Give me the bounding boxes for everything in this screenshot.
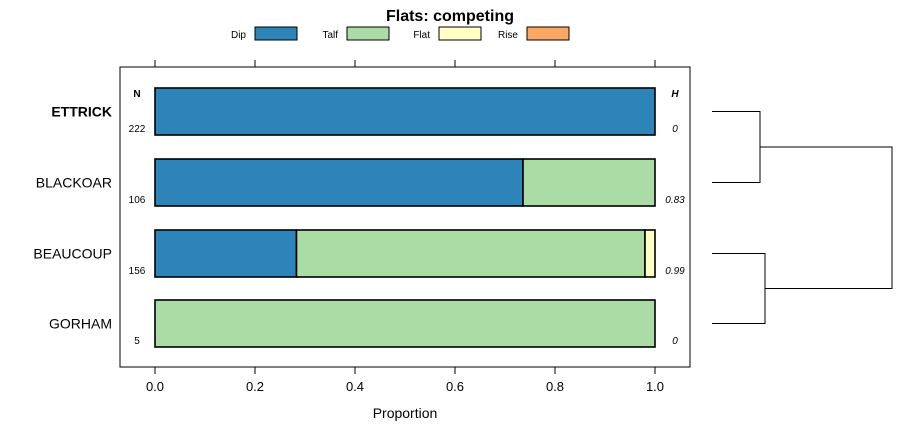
legend: Dip Talf Flat Rise (231, 26, 570, 41)
dendrogram-link-1 (712, 111, 761, 183)
row-label-beaucoup: BEAUCOUP (33, 246, 112, 262)
n-value-ettrick: 222 (129, 124, 146, 135)
row-labels: ETTRICK 222 0 BLACKOAR 106 0.83 BEAUCOUP 156 0.9… (33, 104, 685, 348)
bar-beaucoup-talf (295, 229, 646, 278)
legend-swatch-flat (438, 26, 482, 41)
legend-label-talf: Talf (322, 30, 338, 41)
x-axis: 0.0 0.2 0.4 0.6 0.8 1.0 (146, 60, 664, 394)
n-value-beaucoup: 156 (129, 266, 146, 277)
row-label-gorham: GORHAM (49, 316, 112, 332)
legend-label-dip: Dip (231, 30, 246, 41)
bar-ettrick-dip (154, 87, 656, 136)
dendrogram-link-root (760, 146, 893, 289)
h-value-beaucoup: 0.99 (665, 266, 685, 277)
x-tick-label: 0.8 (546, 379, 564, 394)
h-header: H (671, 89, 679, 100)
bar-gorham-talf (154, 299, 656, 348)
legend-swatch-talf (346, 26, 390, 41)
x-tick-label: 1.0 (646, 379, 664, 394)
x-tick-label: 0.0 (146, 379, 164, 394)
bar-blackoar-dip (154, 158, 524, 207)
plot-frame (119, 66, 691, 368)
h-value-ettrick: 0 (672, 124, 678, 135)
bar-blackoar-talf (522, 158, 656, 207)
legend-swatch-rise (526, 26, 570, 41)
row-label-ettrick: ETTRICK (51, 104, 112, 120)
n-value-blackoar: 106 (129, 195, 146, 206)
legend-label-rise: Rise (498, 30, 518, 41)
x-tick-label: 0.2 (246, 379, 264, 394)
dendrogram-link-2 (712, 253, 766, 324)
row-label-blackoar: BLACKOAR (36, 175, 112, 191)
x-axis-label: Proportion (373, 405, 438, 421)
h-value-gorham: 0 (672, 336, 678, 347)
x-tick-label: 0.6 (446, 379, 464, 394)
x-tick-label: 0.4 (346, 379, 364, 394)
legend-swatch-dip (254, 26, 298, 41)
legend-label-flat: Flat (413, 30, 430, 41)
bars-group (154, 87, 656, 348)
h-value-blackoar: 0.83 (665, 195, 685, 206)
chart-title: Flats: competing (386, 8, 514, 25)
bar-beaucoup-dip (154, 229, 298, 278)
bar-beaucoup-flat (644, 229, 656, 278)
n-header: N (133, 89, 140, 100)
dendrogram (712, 111, 893, 324)
n-value-gorham: 5 (134, 336, 140, 347)
